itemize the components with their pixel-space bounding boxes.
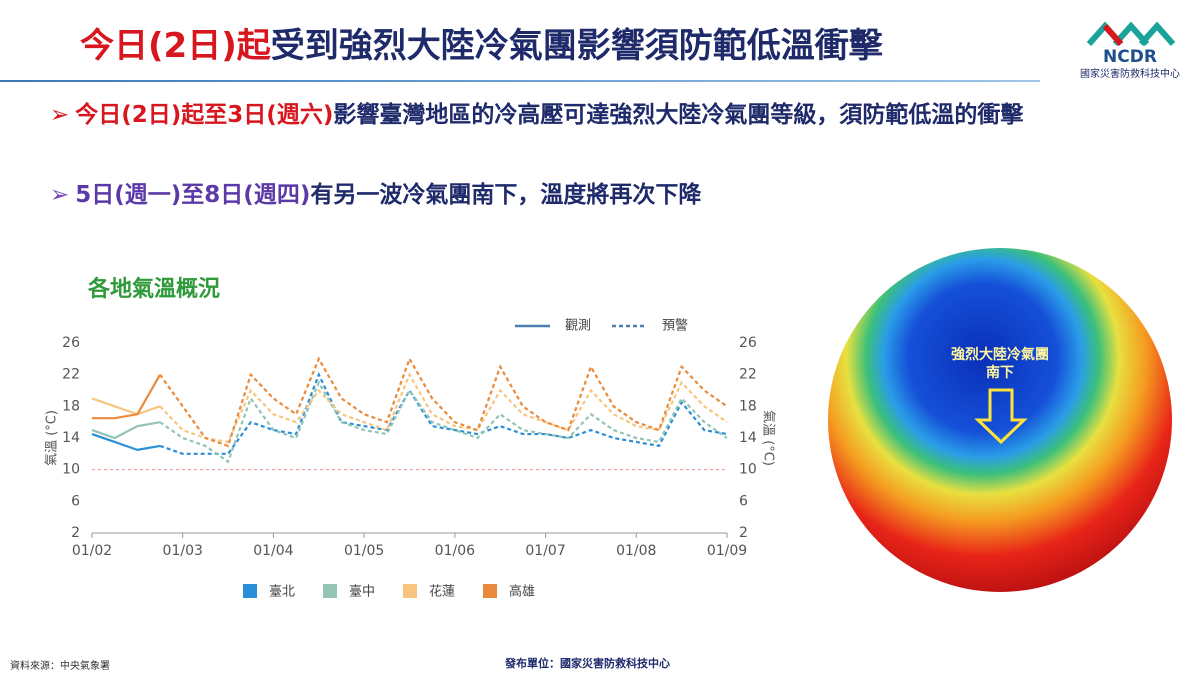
logo: NCDR 國家災害防救科技中心 [1080, 21, 1180, 80]
y2-tick-label: 22 [739, 367, 757, 383]
x-tick-label: 01/02 [72, 543, 112, 559]
legend-swatch [483, 584, 497, 598]
x-tick-label: 01/03 [163, 543, 203, 559]
y2-axis-label: 氣溫 (°C) [761, 410, 776, 466]
source: 資料來源：中央氣象署 [10, 661, 110, 672]
temperature-line [92, 374, 161, 420]
map-annotation: 南下 [986, 364, 1014, 381]
y2-tick-label: 26 [739, 335, 757, 351]
x-tick-label: 01/05 [344, 543, 384, 559]
legend-label: 花蓮 [429, 584, 455, 600]
y2-tick-label: 14 [739, 430, 757, 446]
title-highlight: 今日(2日)起 [80, 26, 271, 66]
x-tick-label: 01/07 [525, 543, 565, 559]
legend-label: 預警 [662, 318, 688, 334]
legend-label: 觀測 [565, 319, 591, 334]
y-tick-label: 18 [62, 398, 80, 414]
temperature-line [91, 433, 161, 452]
x-tick-label: 01/08 [616, 543, 656, 559]
legend-label: 臺北 [269, 585, 295, 600]
y2-tick-label: 10 [739, 462, 757, 478]
title-text: 受到強烈大陸冷氣團影響須防範低溫衝擊 [270, 26, 883, 66]
bullet-highlight: 5日(週一)至8日(週四) [75, 182, 311, 208]
legend-swatch [323, 584, 337, 598]
legend-swatch [403, 584, 417, 598]
temperature-line [159, 356, 728, 448]
y-tick-label: 10 [62, 462, 80, 478]
temperature-line [91, 421, 161, 440]
y-tick-label: 6 [71, 493, 80, 509]
logo-text: NCDR [1103, 47, 1157, 67]
globe-map: 強烈大陸冷氣團 南下 [828, 248, 1172, 592]
temperature-line [159, 380, 728, 464]
y-tick-label: 22 [62, 367, 80, 383]
y-tick-label: 2 [71, 525, 80, 541]
logo-mark [1102, 24, 1124, 46]
y2-tick-label: 18 [739, 398, 757, 414]
header-rule [0, 80, 1040, 82]
bullet: ➢ 今日(2日)起至3日(週六)影響臺灣地區的冷高壓可達強烈大陸冷氣團等級，須防範… [50, 102, 1024, 128]
bullet-highlight: 今日(2日)起至3日(週六) [75, 102, 334, 128]
bullet: ➢ 5日(週一)至8日(週四)有另一波冷氣團南下，溫度將再次下降 [50, 182, 702, 208]
logo-mark [1086, 21, 1176, 46]
y2-tick-label: 2 [739, 525, 748, 541]
organization: 國家災害防救科技中心 [1080, 67, 1180, 80]
publisher: 發布單位：國家災害防救科技中心 [505, 657, 670, 670]
temperature-line [91, 397, 161, 416]
temperature-line [159, 371, 728, 455]
map-annotation: 強烈大陸冷氣團 [951, 346, 1049, 363]
legend-swatch [243, 584, 257, 598]
legend-label: 高雄 [509, 584, 535, 600]
y2-tick-label: 6 [739, 493, 748, 509]
arrow [974, 388, 1028, 445]
y-axis-label: 氣溫 (°C) [45, 410, 60, 466]
chart-title: 各地氣溫概況 [87, 276, 220, 302]
x-tick-label: 01/06 [435, 543, 475, 559]
y-tick-label: 26 [62, 335, 80, 351]
x-tick-label: 01/04 [253, 543, 293, 559]
temperature-line [159, 372, 728, 444]
x-tick-label: 01/09 [707, 543, 747, 559]
legend-label: 臺中 [349, 585, 375, 600]
y-tick-label: 14 [62, 430, 80, 446]
title: 今日(2日)起受到強烈大陸冷氣團影響須防範低溫衝擊 [80, 18, 883, 67]
bullet-text: 影響臺灣地區的冷高壓可達強烈大陸冷氣團等級，須防範低溫的衝擊 [333, 102, 1024, 128]
bullet-text: 有另一波冷氣團南下，溫度將再次下降 [310, 182, 702, 208]
globe [828, 248, 1172, 592]
